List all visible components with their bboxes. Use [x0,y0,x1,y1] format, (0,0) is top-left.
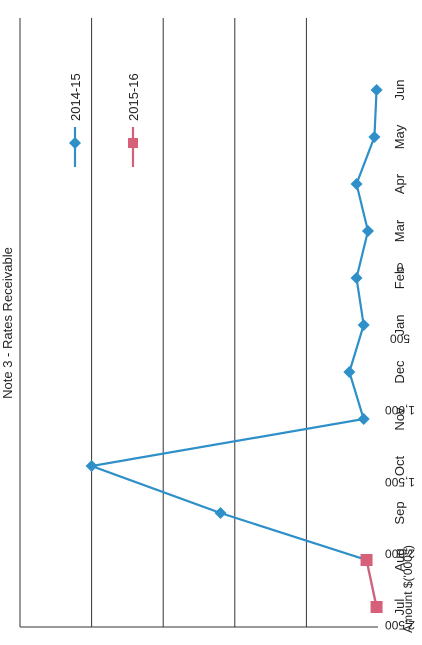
data-point [357,319,370,331]
x-tick-label: Sep [392,501,407,524]
legend-label: 2014-15 [68,73,83,121]
legend-swatch-marker [69,137,81,149]
y-tick-label: 2,500 [385,618,415,632]
gridlines [19,18,378,628]
series-line [87,89,378,608]
data-point [370,601,383,613]
x-tick-label: Dec [392,360,407,384]
x-tick-label: Apr [392,173,407,194]
y-tick-label: 1,000 [385,403,415,417]
x-tick-label: Jul [392,599,407,616]
x-tick-label: May [392,124,407,149]
x-tick-labels: Jul Aug Sep Oct Nov Dec Jan Feb Mar Apr May Jun [392,80,407,616]
series-group [85,84,383,613]
y-tick-label: 500 [390,332,410,346]
data-point [350,178,363,190]
data-point [357,413,370,425]
y-tick-label: 1,500 [385,475,415,489]
y-tick-labels: 0 500 1,000 1,500 2,000 2,500 [385,260,415,632]
x-tick-label: Aug [392,548,407,571]
x-tick-label: Nov [392,407,407,431]
legend-swatch-marker [128,138,138,148]
data-point [350,272,363,284]
x-tick-label: Feb [392,267,407,289]
y-axis-label: Amount $('000s) [401,545,415,633]
x-tick-label: Jun [392,80,407,101]
data-point [368,131,381,143]
y-tick-label: 2,000 [385,546,415,560]
y-tick-label: 0 [396,260,403,274]
data-point [361,225,374,237]
chart-title: Note 3 - Rates Receivable [0,247,15,399]
legend: 2014-15 2015-16 [68,73,141,167]
x-tick-label: Oct [392,456,407,477]
series-line [365,559,378,608]
legend-label: 2015-16 [126,73,141,121]
data-point [360,554,373,566]
data-point [343,366,356,378]
x-tick-label: Mar [392,219,407,242]
data-point [214,507,227,519]
data-point [370,84,383,96]
data-point [85,460,98,472]
x-tick-label: Jan [392,315,407,336]
